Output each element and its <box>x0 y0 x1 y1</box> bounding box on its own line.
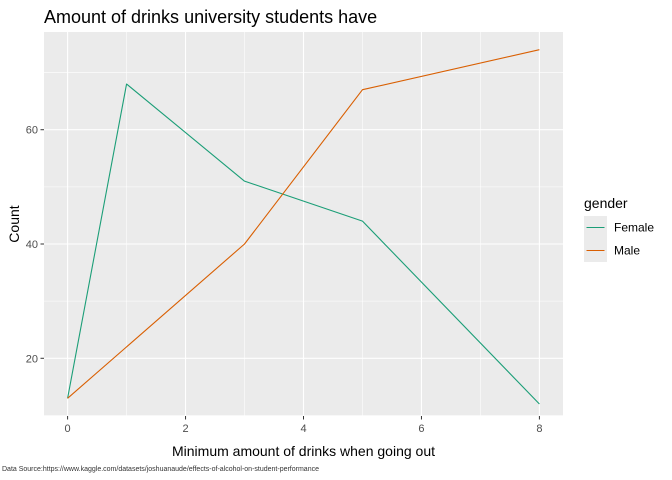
y-axis: 20 40 60 <box>26 125 44 365</box>
series-lines <box>67 49 540 405</box>
legend-label-male: Male <box>614 244 640 258</box>
x-tick-label: 0 <box>65 423 71 435</box>
legend-label-female: Female <box>614 221 654 235</box>
y-axis-title: Count <box>6 205 22 242</box>
x-axis-title: Minimum amount of drinks when going out <box>172 443 435 459</box>
y-tick-label: 40 <box>26 239 38 251</box>
series-line-female <box>67 83 540 405</box>
y-tick-label: 20 <box>26 353 38 365</box>
major-gridlines <box>44 32 563 416</box>
x-tick-label: 6 <box>418 423 424 435</box>
y-tick-label: 60 <box>26 125 38 137</box>
data-source-caption: Data Source:https://www.kaggle.com/datas… <box>2 466 319 473</box>
legend: gender Female Male <box>584 195 654 262</box>
legend-title: gender <box>584 195 628 211</box>
x-axis: 0 2 4 6 8 <box>65 416 542 435</box>
x-tick-label: 2 <box>182 423 188 435</box>
series-line-male <box>67 49 540 399</box>
chart-title: Amount of drinks university students hav… <box>44 7 377 27</box>
x-tick-label: 4 <box>300 423 306 435</box>
x-tick-label: 8 <box>536 423 542 435</box>
